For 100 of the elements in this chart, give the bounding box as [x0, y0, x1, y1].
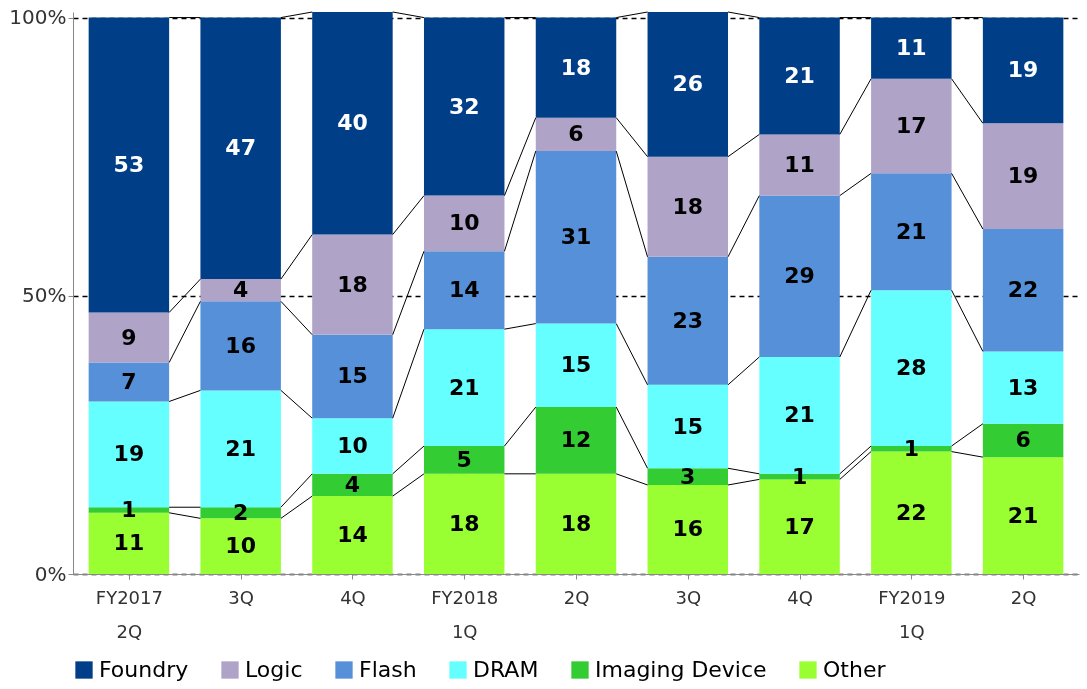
bar — [982, 351, 1064, 424]
data-label: 17 — [896, 113, 927, 139]
bar — [535, 473, 617, 574]
data-label: 14 — [337, 522, 368, 548]
data-label: 7 — [121, 369, 137, 395]
data-label: 18 — [560, 510, 592, 536]
data-label: 16 — [225, 332, 256, 358]
bar — [312, 12, 393, 235]
legend-label: Other — [823, 657, 887, 682]
bar — [423, 195, 505, 252]
data-label: 3 — [680, 463, 696, 489]
legend-label: Logic — [245, 657, 303, 682]
bar — [535, 117, 617, 152]
bar — [312, 496, 393, 574]
data-label: 21 — [784, 402, 815, 428]
bar — [759, 17, 840, 135]
bar — [982, 423, 1064, 458]
data-label: 10 — [337, 433, 368, 459]
data-label: 15 — [337, 363, 368, 389]
legend-label: Imaging Device — [595, 657, 767, 682]
data-label: 10 — [448, 210, 480, 236]
data-label: 32 — [448, 93, 480, 119]
bar — [647, 156, 729, 257]
bar — [312, 234, 393, 335]
bar — [647, 468, 729, 485]
x-tick-label: 2Q — [1010, 586, 1037, 608]
bar — [88, 312, 170, 363]
bar — [423, 446, 505, 474]
data-label: 9 — [121, 324, 137, 350]
data-label: 12 — [560, 427, 592, 453]
bar — [535, 151, 617, 324]
bar — [759, 195, 840, 357]
data-label: 5 — [456, 446, 472, 472]
bar — [200, 279, 281, 302]
data-label: 31 — [560, 224, 592, 250]
bar — [982, 123, 1064, 230]
x-tick-label: FY2018 1Q — [431, 586, 499, 642]
data-label: 13 — [1007, 374, 1039, 400]
data-label: 19 — [113, 441, 145, 467]
y-tick-label: 50% — [22, 283, 67, 308]
data-label: 47 — [225, 135, 256, 161]
bar — [535, 323, 617, 408]
bar — [647, 12, 729, 157]
bar — [423, 17, 505, 196]
data-label: 11 — [784, 152, 815, 178]
bar — [423, 473, 505, 574]
data-label: 18 — [672, 193, 704, 219]
data-label: 21 — [896, 218, 927, 244]
data-label: 11 — [896, 35, 927, 61]
data-label: 53 — [113, 152, 145, 178]
bar — [871, 173, 952, 291]
data-label: 6 — [1015, 427, 1031, 453]
data-label: 22 — [896, 499, 927, 525]
data-label: 21 — [1007, 502, 1039, 528]
bar — [871, 78, 952, 174]
bar — [312, 473, 393, 497]
bar — [871, 17, 952, 79]
data-label: 19 — [1007, 163, 1039, 189]
x-tick-label: FY2019 1Q — [878, 586, 946, 642]
x-tick-label: 3Q — [675, 586, 702, 608]
bar — [88, 362, 170, 402]
data-label: 16 — [672, 516, 704, 542]
x-tick-label: 2Q — [563, 586, 590, 608]
data-label: 21 — [448, 374, 480, 400]
data-label: 4 — [233, 277, 249, 303]
y-tick-label: 0% — [34, 561, 67, 586]
data-label: 28 — [896, 355, 927, 381]
data-label: 18 — [560, 54, 592, 80]
bar — [982, 457, 1064, 574]
bar — [982, 229, 1064, 352]
data-label: 17 — [784, 513, 815, 539]
bar — [88, 17, 170, 313]
bar — [647, 256, 729, 385]
bar — [423, 251, 505, 330]
bar — [982, 17, 1064, 124]
data-label: 6 — [568, 121, 584, 147]
data-label: 23 — [672, 307, 704, 333]
data-label: 10 — [225, 533, 256, 559]
y-tick-label: 100% — [9, 5, 67, 30]
data-label: 15 — [560, 352, 592, 378]
bar — [647, 384, 729, 469]
data-label: 15 — [672, 413, 704, 439]
data-label: 2 — [233, 499, 249, 525]
data-label: 18 — [448, 510, 480, 536]
bar — [535, 17, 617, 118]
bar — [312, 334, 393, 419]
data-label: 29 — [784, 263, 815, 289]
data-label: 26 — [672, 71, 704, 97]
data-label: 18 — [337, 271, 368, 297]
data-label: 19 — [1007, 57, 1039, 83]
x-tick-label: 4Q — [340, 586, 366, 608]
bar — [423, 329, 505, 447]
data-label: 14 — [448, 277, 480, 303]
data-label: 11 — [113, 530, 145, 556]
legend-label: DRAM — [473, 657, 539, 682]
x-tick-label: 3Q — [228, 586, 254, 608]
bar — [312, 418, 393, 474]
bar — [200, 17, 281, 280]
data-label: 4 — [344, 471, 361, 497]
data-label: 21 — [784, 62, 815, 88]
